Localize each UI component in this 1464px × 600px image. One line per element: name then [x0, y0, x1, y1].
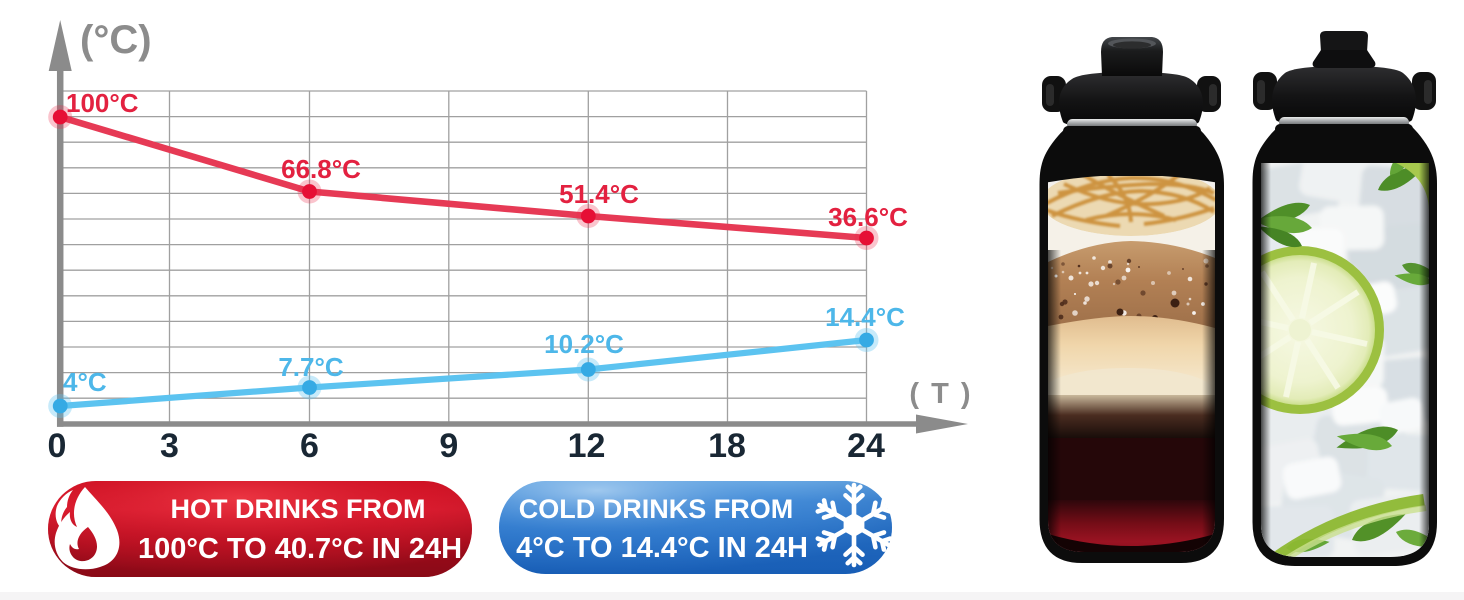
svg-text:36.6°C: 36.6°C — [828, 202, 908, 232]
svg-text:HOT DRINKS FROM: HOT DRINKS FROM — [171, 494, 426, 524]
svg-text:7.7°C: 7.7°C — [278, 352, 344, 382]
svg-text:4°C TO 14.4°C IN 24H: 4°C TO 14.4°C IN 24H — [516, 532, 808, 564]
svg-text:6: 6 — [300, 427, 319, 465]
svg-text:51.4°C: 51.4°C — [559, 179, 639, 209]
svg-text:24: 24 — [847, 427, 885, 465]
svg-text:100°C: 100°C — [66, 88, 139, 118]
svg-text:12: 12 — [568, 427, 606, 465]
svg-text:14.4°C: 14.4°C — [825, 302, 905, 332]
svg-text:(°C): (°C) — [80, 18, 152, 62]
svg-text:( T ): ( T ) — [909, 378, 972, 410]
svg-text:100°C TO 40.7°C IN 24H: 100°C TO 40.7°C IN 24H — [138, 533, 462, 565]
svg-text:10.2°C: 10.2°C — [544, 329, 624, 359]
svg-text:0: 0 — [48, 427, 67, 465]
svg-text:18: 18 — [708, 427, 746, 465]
svg-text:3: 3 — [160, 427, 179, 465]
svg-text:COLD DRINKS FROM: COLD DRINKS FROM — [519, 494, 793, 524]
svg-text:4°C: 4°C — [63, 367, 107, 397]
svg-text:66.8°C: 66.8°C — [281, 154, 361, 184]
svg-text:9: 9 — [439, 427, 458, 465]
